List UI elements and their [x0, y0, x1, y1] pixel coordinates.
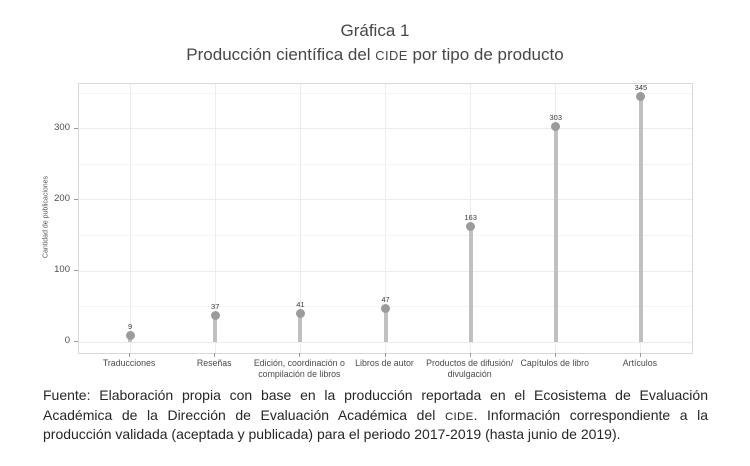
chart-subtitle-text: Producción científica del	[186, 45, 376, 64]
x-tick-mark	[469, 353, 471, 357]
x-tick-mark	[639, 353, 641, 357]
stem	[383, 308, 388, 343]
data-point	[210, 311, 220, 321]
stem	[638, 96, 643, 343]
gridline-major-x	[129, 84, 131, 353]
stem	[213, 315, 218, 343]
gridline-major-x	[299, 84, 301, 353]
y-tick-label: 100	[54, 264, 70, 276]
x-tick-mark	[299, 353, 301, 357]
x-tick-label: Reseñas	[196, 358, 232, 368]
cide-acronym: CIDE	[444, 410, 474, 423]
stem	[298, 313, 303, 343]
y-tick-mark	[74, 127, 78, 129]
y-tick-mark	[74, 270, 78, 272]
value-label: 41	[296, 299, 305, 309]
plot-panel: 9 37 41 47 163 303 345	[78, 83, 693, 354]
gridline-major-x	[214, 84, 216, 353]
y-tick-label: 0	[64, 335, 70, 347]
chart-subtitle: Producción científica del CIDE por tipo …	[0, 45, 750, 65]
x-tick-label: Capítulos de libro	[520, 358, 589, 368]
x-tick-label: Artículos	[622, 358, 658, 368]
value-label: 47	[381, 295, 390, 305]
y-tick-mark	[74, 198, 78, 200]
x-tick-mark	[129, 353, 131, 357]
x-tick-mark	[214, 353, 216, 357]
data-point	[125, 331, 135, 341]
value-label: 37	[211, 302, 220, 312]
value-label: 163	[464, 212, 477, 222]
source-note-text: Fuente: Elaboración propia con base en l…	[43, 387, 708, 423]
stem	[468, 226, 473, 343]
data-point	[466, 221, 476, 231]
cide-acronym: CIDE	[375, 48, 408, 63]
gridline-major-x	[385, 84, 386, 353]
data-point	[636, 92, 646, 102]
x-tick-mark	[554, 353, 556, 357]
y-tick-label: 300	[54, 121, 70, 133]
source-note-text: . Información correspondiente a la produ…	[43, 406, 708, 443]
data-point	[381, 304, 390, 314]
x-tick-label: Traducciones	[102, 358, 156, 368]
x-tick-mark	[384, 353, 386, 357]
value-label: 345	[634, 83, 648, 93]
gridline-major-x	[470, 84, 472, 353]
value-label: 303	[549, 113, 563, 123]
value-label: 9	[127, 322, 133, 332]
data-point	[551, 122, 561, 132]
x-tick-label: Libros de autor	[355, 358, 414, 368]
y-tick-label: 200	[54, 192, 70, 204]
y-tick-mark	[74, 341, 78, 343]
chart-subtitle-text: por tipo de producto	[407, 45, 564, 64]
data-point	[295, 308, 305, 318]
source-note: Fuente: Elaboración propia con base en l…	[43, 386, 708, 445]
y-axis-title: Cantidad de publicaciones	[42, 175, 50, 259]
x-tick-label: Edición, coordinación o compilación de l…	[253, 358, 345, 379]
x-tick-label: Productos de difusión/ divulgación	[426, 358, 514, 379]
chart-title: Gráfica 1	[340, 21, 410, 40]
stem	[553, 126, 558, 343]
